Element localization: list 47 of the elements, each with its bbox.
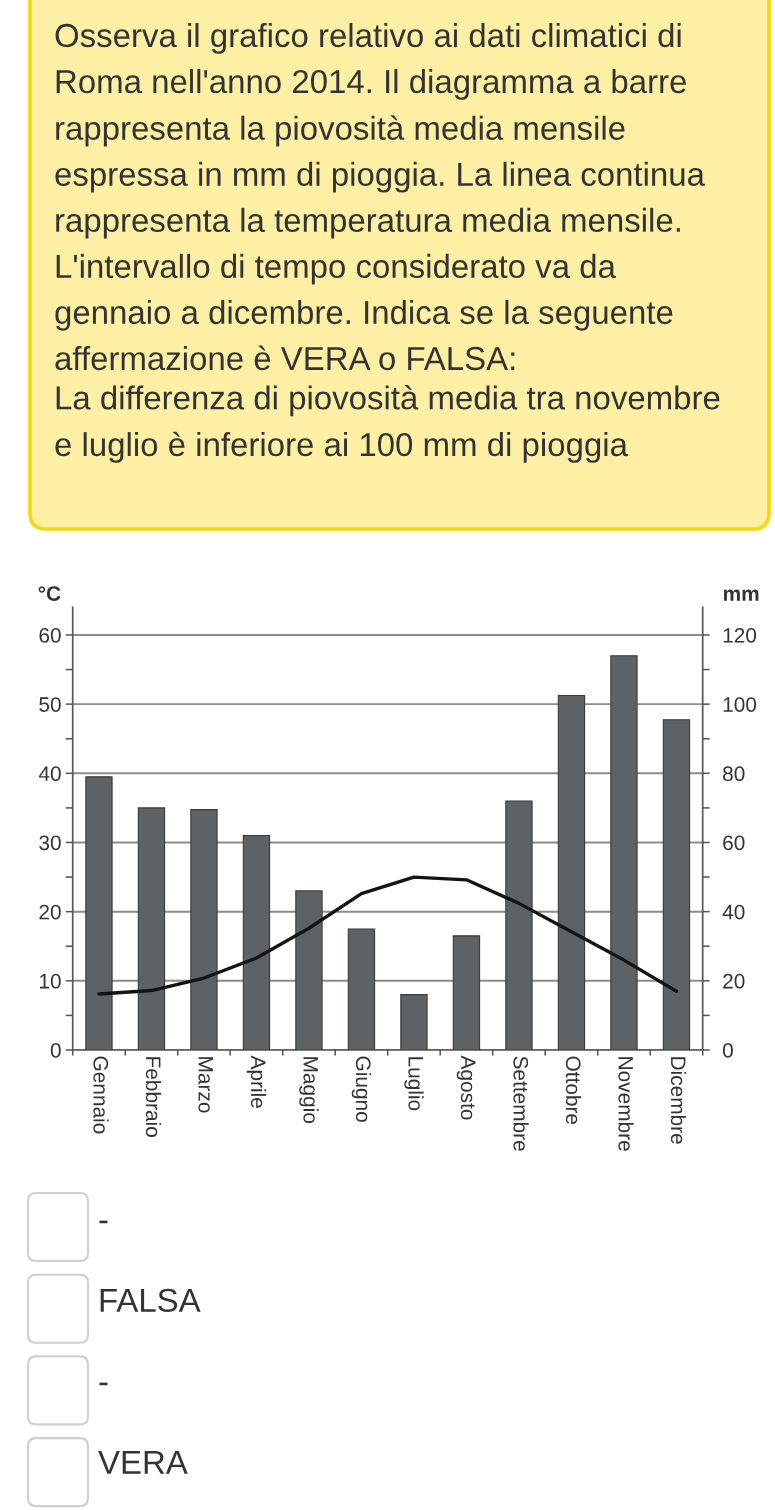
chart-title: Osserva il grafico relativo ai dati climatici di Roma nell'anno 2014. Il diagramma a barre rappresenta la piovosità media mensile espressa in mm di pioggia. La linea continua rappresenta la temperatura media mensile. L'intervallo di tempo considerato va da gennaio a dicembre. Indica se la seguente affermazione è VERA o FALSA: — [55, 23, 705, 371]
y-tick-label: 20 — [39, 904, 61, 920]
x-tick-label: Maggio — [299, 1057, 319, 1124]
y-tick-label: 50 — [39, 697, 61, 712]
bar — [242, 835, 271, 1050]
y2-tick-label: 60 — [723, 835, 745, 851]
text: FALSA — [100, 1288, 201, 1313]
bar — [137, 807, 166, 1050]
bar — [662, 719, 691, 1050]
x-tick-label: Dicembre — [670, 1057, 687, 1144]
y-tick-label: 60 — [39, 627, 61, 643]
y2-tick-label: 80 — [723, 766, 745, 782]
y2-tick-label: 40 — [722, 904, 745, 920]
y-tick-label: 0 — [50, 1043, 61, 1058]
bar — [347, 928, 376, 1050]
bar — [505, 800, 533, 1050]
text: VERA — [98, 1451, 188, 1474]
y2-axis-title: mm — [723, 589, 759, 601]
line-series — [97, 875, 679, 996]
y-tick-label: 30 — [39, 835, 61, 851]
bar — [85, 776, 113, 1050]
x-tick-label: Giugno — [351, 1056, 372, 1122]
y2-tick-label: 0 — [722, 1043, 733, 1058]
x-tick-label: Ottobre — [565, 1056, 582, 1125]
y-tick-label: 10 — [40, 973, 61, 989]
bar — [610, 655, 638, 1050]
y-tick-label: 40 — [38, 766, 61, 782]
bar — [452, 935, 481, 1050]
y-axis-title: °C — [38, 586, 61, 601]
x-tick-label: Aprile — [246, 1055, 267, 1108]
x-tick-label: Gennaio — [93, 1056, 109, 1134]
bar — [557, 694, 586, 1050]
y2-tick-label: 20 — [723, 973, 745, 989]
x-tick-label: Luglio — [404, 1057, 424, 1111]
y2-tick-label: 100 — [723, 697, 757, 712]
bar — [190, 809, 218, 1050]
bar — [295, 890, 323, 1050]
x-tick-label: Febbraio — [145, 1057, 162, 1137]
x-tick-label: Agosto — [456, 1055, 476, 1120]
x-tick-label: Settembre — [513, 1056, 529, 1151]
y2-tick-label: 120 — [723, 627, 757, 643]
chart-subtitle: La differenza di piovosità media tra novembre e luglio è inferiore ai 100 mm di pioggia — [55, 385, 720, 463]
bar — [400, 994, 428, 1050]
x-tick-label: Novembre — [618, 1057, 634, 1151]
x-tick-label: Marzo — [198, 1057, 213, 1113]
text: - — [99, 1382, 108, 1386]
text: - — [99, 1220, 108, 1224]
